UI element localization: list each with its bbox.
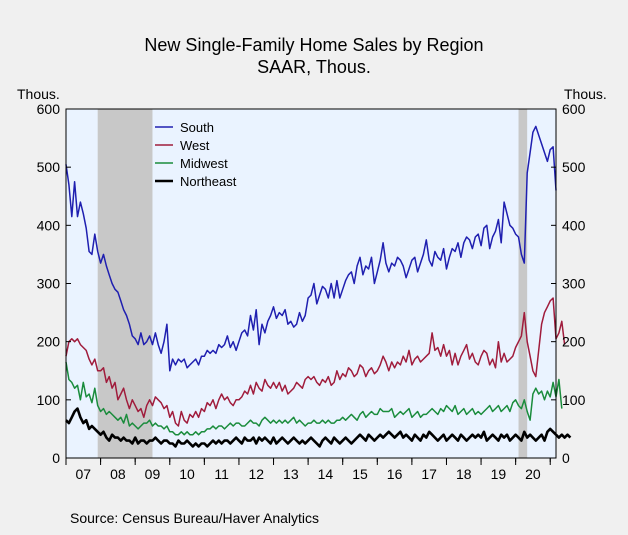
x-tick-label: 13 [283,466,299,482]
x-tick-label: 18 [456,466,472,482]
x-tick-label: 15 [352,466,368,482]
x-tick-label: 10 [179,466,195,482]
y-tick-label-left: 600 [37,101,61,117]
x-tick-label: 20 [525,466,541,482]
legend: South West Midwest Northeast [155,120,237,189]
legend-label: South [180,120,214,135]
y-tick-label-right: 200 [562,334,586,350]
recession-band [518,109,528,458]
y-ticks-right: 0 100 200 300 400 500 600 [551,101,586,466]
legend-label: Northeast [180,174,237,189]
x-tick-label: 09 [145,466,161,482]
y-tick-label-right: 300 [562,276,586,292]
legend-label: West [180,138,210,153]
x-tick-label: 08 [110,466,126,482]
series-line-west [65,297,566,427]
y-tick-label-right: 600 [562,101,586,117]
x-tick-label: 07 [76,466,92,482]
x-tick-label: 12 [248,466,264,482]
x-ticks: 07 08 09 10 11 12 13 14 15 16 17 18 19 20 [65,458,551,482]
y-tick-label-left: 200 [37,334,61,350]
x-tick-label: 17 [421,466,437,482]
y-tick-label-left: 0 [52,450,60,466]
series-line-northeast [65,407,572,448]
y-tick-label-left: 400 [37,217,61,233]
y-tick-label-right: 500 [562,159,586,175]
y-axis-label-right: Thous. [564,86,607,102]
y-ticks-left: 0 100 200 300 400 500 600 [37,101,71,466]
legend-label: Midwest [180,156,228,171]
series-lines [65,125,572,448]
x-tick-label: 19 [491,466,507,482]
chart-title: New Single-Family Home Sales by Region [144,35,483,55]
y-tick-label-left: 100 [37,392,61,408]
y-axis-label-left: Thous. [17,86,60,102]
y-tick-label-right: 400 [562,217,586,233]
y-tick-label-left: 500 [37,159,61,175]
series-line-midwest [65,361,563,436]
chart-source: Source: Census Bureau/Haver Analytics [70,510,319,526]
x-tick-label: 16 [387,466,403,482]
series-line-south [65,125,557,372]
x-tick-label: 14 [318,466,334,482]
chart-subtitle: SAAR, Thous. [257,57,371,77]
y-tick-label-right: 100 [562,392,586,408]
y-tick-label-right: 0 [562,450,570,466]
y-tick-label-left: 300 [37,276,61,292]
recession-shading [97,109,528,458]
x-tick-label: 11 [214,466,229,482]
recession-band [97,109,153,458]
